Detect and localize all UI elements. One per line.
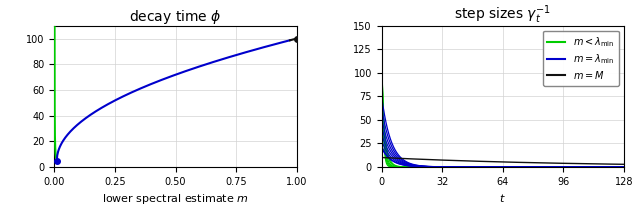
Title: step sizes $\gamma_t^{-1}$: step sizes $\gamma_t^{-1}$	[454, 3, 552, 26]
X-axis label: $t$: $t$	[499, 192, 506, 204]
Legend: $m < \lambda_{\min}$, $m = \lambda_{\min}$, $m = M$: $m < \lambda_{\min}$, $m = \lambda_{\min…	[543, 31, 619, 86]
X-axis label: lower spectral estimate $m$: lower spectral estimate $m$	[102, 192, 249, 206]
Title: decay time $\phi$: decay time $\phi$	[129, 8, 222, 26]
